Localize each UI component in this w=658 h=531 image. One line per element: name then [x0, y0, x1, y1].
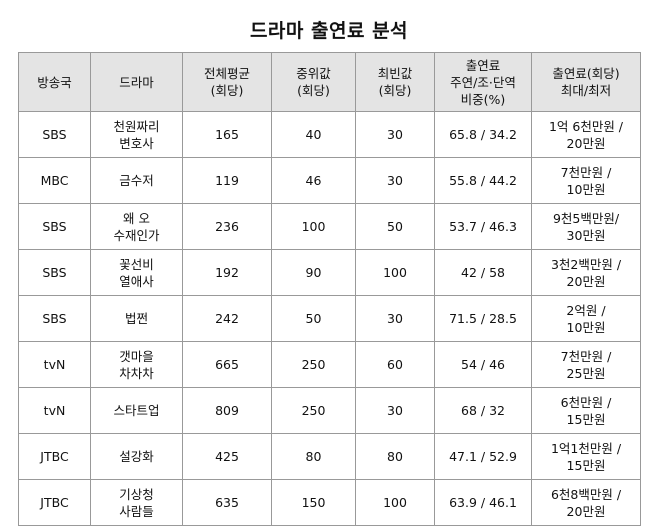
cell-station: SBS — [18, 111, 91, 158]
cell-drama: 스타트업 — [90, 387, 183, 434]
cell-drama: 천원짜리 변호사 — [90, 111, 183, 158]
cell-median: 80 — [271, 433, 356, 480]
cell-max-min: 7천만원 / 25만원 — [531, 341, 641, 388]
table-row: MBC 금수저 119 46 30 55.8 / 44.2 7천만원 / 10만… — [18, 157, 641, 204]
cell-station: JTBC — [18, 479, 91, 526]
cell-median: 90 — [271, 249, 356, 296]
cell-station: tvN — [18, 387, 91, 434]
cell-ratio: 54 / 46 — [434, 341, 532, 388]
cell-ratio: 42 / 58 — [434, 249, 532, 296]
cell-mode: 30 — [355, 111, 435, 158]
cell-drama: 갯마을 차차차 — [90, 341, 183, 388]
cell-average: 635 — [182, 479, 272, 526]
cell-average: 192 — [182, 249, 272, 296]
cell-mode: 60 — [355, 341, 435, 388]
cell-mode: 100 — [355, 249, 435, 296]
cell-average: 165 — [182, 111, 272, 158]
drama-fee-table: 방송국 드라마 전체평균 (회당) 중위값 (회당) 최빈값 (회당) 출연료 … — [18, 52, 641, 526]
cell-drama: 설강화 — [90, 433, 183, 480]
cell-max-min: 1억 6천만원 / 20만원 — [531, 111, 641, 158]
cell-median: 250 — [271, 387, 356, 434]
cell-average: 242 — [182, 295, 272, 342]
cell-median: 50 — [271, 295, 356, 342]
cell-median: 46 — [271, 157, 356, 204]
cell-max-min: 9천5백만원/ 30만원 — [531, 203, 641, 250]
cell-ratio: 53.7 / 46.3 — [434, 203, 532, 250]
cell-average: 119 — [182, 157, 272, 204]
table-row: SBS 왜 오 수재인가 236 100 50 53.7 / 46.3 9천5백… — [18, 203, 641, 250]
cell-mode: 30 — [355, 295, 435, 342]
cell-max-min: 6천만원 / 15만원 — [531, 387, 641, 434]
cell-ratio: 63.9 / 46.1 — [434, 479, 532, 526]
table-row: SBS 꽃선비 열애사 192 90 100 42 / 58 3천2백만원 / … — [18, 249, 641, 296]
cell-average: 425 — [182, 433, 272, 480]
cell-median: 250 — [271, 341, 356, 388]
table-row: JTBC 설강화 425 80 80 47.1 / 52.9 1억1천만원 / … — [18, 433, 641, 480]
cell-station: SBS — [18, 203, 91, 250]
table-header-row: 방송국 드라마 전체평균 (회당) 중위값 (회당) 최빈값 (회당) 출연료 … — [18, 52, 641, 112]
table-row: SBS 천원짜리 변호사 165 40 30 65.8 / 34.2 1억 6천… — [18, 111, 641, 158]
cell-mode: 30 — [355, 157, 435, 204]
cell-median: 40 — [271, 111, 356, 158]
cell-station: SBS — [18, 249, 91, 296]
cell-average: 236 — [182, 203, 272, 250]
header-median: 중위값 (회당) — [271, 52, 356, 112]
cell-station: tvN — [18, 341, 91, 388]
cell-drama: 금수저 — [90, 157, 183, 204]
cell-median: 100 — [271, 203, 356, 250]
cell-drama: 법쩐 — [90, 295, 183, 342]
cell-mode: 100 — [355, 479, 435, 526]
cell-average: 665 — [182, 341, 272, 388]
header-average: 전체평균 (회당) — [182, 52, 272, 112]
cell-average: 809 — [182, 387, 272, 434]
header-ratio: 출연료 주연/조·단역 비중(%) — [434, 52, 532, 112]
table-row: tvN 갯마을 차차차 665 250 60 54 / 46 7천만원 / 25… — [18, 341, 641, 388]
table-row: tvN 스타트업 809 250 30 68 / 32 6천만원 / 15만원 — [18, 387, 641, 434]
cell-ratio: 47.1 / 52.9 — [434, 433, 532, 480]
cell-drama: 왜 오 수재인가 — [90, 203, 183, 250]
cell-ratio: 71.5 / 28.5 — [434, 295, 532, 342]
cell-max-min: 3천2백만원 / 20만원 — [531, 249, 641, 296]
cell-station: SBS — [18, 295, 91, 342]
cell-mode: 80 — [355, 433, 435, 480]
cell-max-min: 6천8백만원 / 20만원 — [531, 479, 641, 526]
cell-mode: 50 — [355, 203, 435, 250]
header-station: 방송국 — [18, 52, 91, 112]
cell-median: 150 — [271, 479, 356, 526]
cell-drama: 기상청 사람들 — [90, 479, 183, 526]
table-row: SBS 법쩐 242 50 30 71.5 / 28.5 2억원 / 10만원 — [18, 295, 641, 342]
cell-station: MBC — [18, 157, 91, 204]
cell-ratio: 65.8 / 34.2 — [434, 111, 532, 158]
cell-station: JTBC — [18, 433, 91, 480]
header-mode: 최빈값 (회당) — [355, 52, 435, 112]
cell-ratio: 68 / 32 — [434, 387, 532, 434]
cell-max-min: 7천만원 / 10만원 — [531, 157, 641, 204]
cell-drama: 꽃선비 열애사 — [90, 249, 183, 296]
table-row: JTBC 기상청 사람들 635 150 100 63.9 / 46.1 6천8… — [18, 479, 641, 526]
cell-max-min: 2억원 / 10만원 — [531, 295, 641, 342]
cell-mode: 30 — [355, 387, 435, 434]
header-max-min: 출연료(회당) 최대/최저 — [531, 52, 641, 112]
cell-ratio: 55.8 / 44.2 — [434, 157, 532, 204]
header-drama: 드라마 — [90, 52, 183, 112]
cell-max-min: 1억1천만원 / 15만원 — [531, 433, 641, 480]
page-title: 드라마 출연료 분석 — [249, 20, 409, 42]
